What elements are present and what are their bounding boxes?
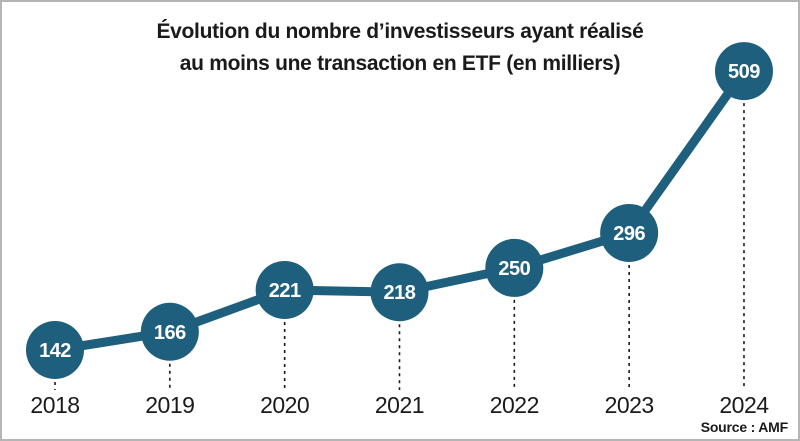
data-point-value: 166 [154,322,186,344]
data-point-marker [26,321,84,379]
data-point-value: 296 [613,223,645,245]
x-axis-year-label: 2019 [145,392,194,418]
data-point-value: 221 [269,280,301,302]
data-point-value: 250 [498,258,530,280]
data-point-marker [370,263,429,322]
source-note: Source : AMF [700,419,789,435]
data-point-marker [714,42,773,101]
x-axis-year-label: 2022 [490,392,539,418]
data-point-marker [600,203,659,262]
data-point-marker [140,302,199,361]
data-point-value: 218 [384,282,416,304]
data-point-marker [485,238,544,297]
data-point-value: 509 [728,61,760,83]
x-axis-year-label: 2018 [30,392,79,418]
chart-title: Évolution du nombre d’investisseurs ayan… [2,16,798,80]
x-axis-year-label: 2023 [605,392,654,418]
data-point-value: 142 [39,340,71,362]
chart-title-line1: Évolution du nombre d’investisseurs ayan… [156,20,644,43]
data-point-marker [255,260,314,319]
x-axis-year-label: 2021 [375,392,424,418]
x-axis-year-label: 2024 [719,392,769,418]
chart-title-line2: au moins une transaction en ETF (en mill… [179,52,621,75]
x-axis-year-label: 2020 [260,392,309,418]
